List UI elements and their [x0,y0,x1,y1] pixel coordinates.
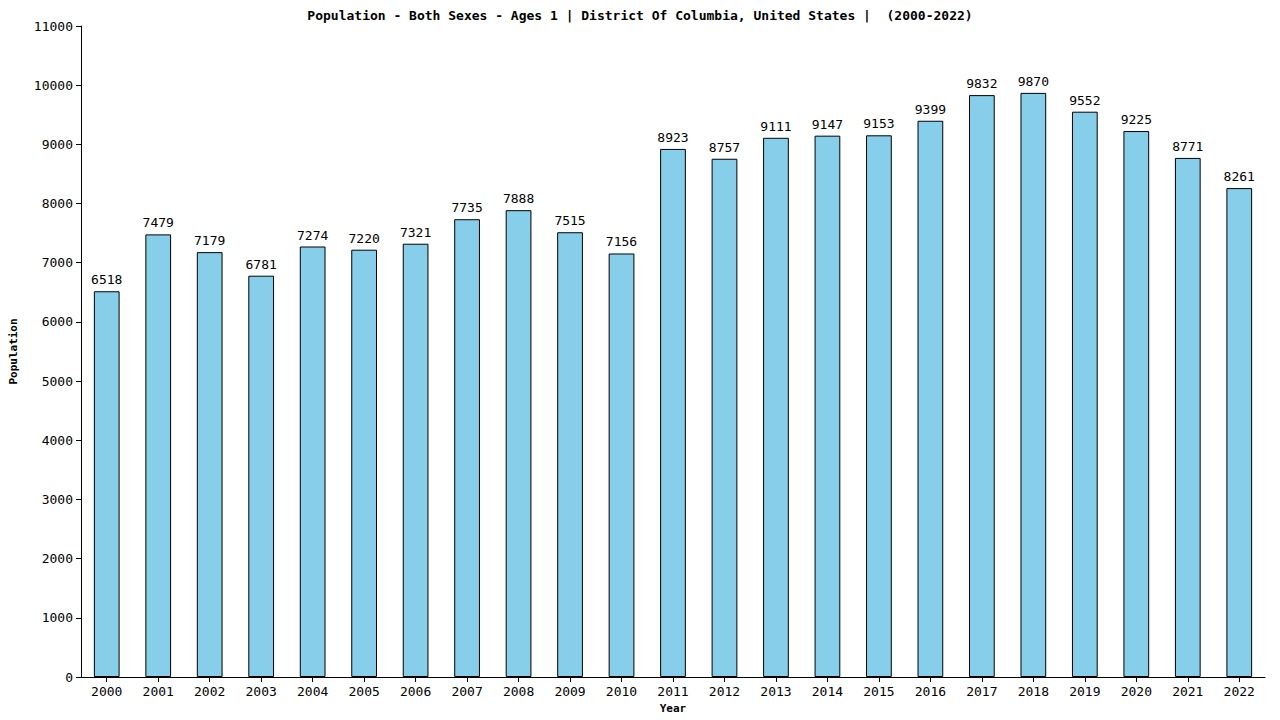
svg-text:8261: 8261 [1224,169,1255,184]
svg-text:2010: 2010 [606,684,637,699]
svg-text:7156: 7156 [606,234,637,249]
svg-text:9000: 9000 [42,137,73,152]
svg-text:7000: 7000 [42,255,73,270]
svg-text:10000: 10000 [34,78,73,93]
svg-text:2022: 2022 [1224,684,1255,699]
svg-text:2008: 2008 [503,684,534,699]
svg-text:9147: 9147 [812,117,843,132]
svg-text:7479: 7479 [143,215,174,230]
svg-text:2001: 2001 [143,684,174,699]
svg-text:2018: 2018 [1018,684,1049,699]
svg-text:2013: 2013 [760,684,791,699]
svg-text:2020: 2020 [1121,684,1152,699]
svg-text:7220: 7220 [348,231,379,246]
svg-text:9870: 9870 [1018,74,1049,89]
svg-text:8923: 8923 [657,130,688,145]
svg-text:2003: 2003 [246,684,277,699]
svg-text:2015: 2015 [863,684,894,699]
svg-text:5000: 5000 [42,374,73,389]
svg-text:2016: 2016 [915,684,946,699]
svg-text:2007: 2007 [451,684,482,699]
svg-text:2004: 2004 [297,684,328,699]
svg-text:6518: 6518 [91,272,122,287]
svg-text:7888: 7888 [503,191,534,206]
svg-text:2012: 2012 [709,684,740,699]
svg-text:6781: 6781 [246,257,277,272]
svg-text:9832: 9832 [966,76,997,91]
svg-text:2000: 2000 [42,551,73,566]
svg-text:2021: 2021 [1172,684,1203,699]
svg-text:2017: 2017 [966,684,997,699]
svg-text:8771: 8771 [1172,139,1203,154]
svg-text:7515: 7515 [554,213,585,228]
svg-text:Population: Population [7,318,20,384]
svg-text:2019: 2019 [1069,684,1100,699]
svg-text:7179: 7179 [194,233,225,248]
svg-text:4000: 4000 [42,433,73,448]
svg-text:Population - Both Sexes - Ages: Population - Both Sexes - Ages 1 | Distr… [307,8,972,23]
svg-text:3000: 3000 [42,492,73,507]
svg-text:2000: 2000 [91,684,122,699]
svg-text:Year: Year [660,702,687,715]
svg-text:7274: 7274 [297,228,328,243]
svg-text:2006: 2006 [400,684,431,699]
svg-text:6000: 6000 [42,314,73,329]
svg-text:2011: 2011 [657,684,688,699]
svg-text:0: 0 [65,670,73,685]
svg-text:2009: 2009 [554,684,585,699]
svg-text:9552: 9552 [1069,93,1100,108]
svg-text:2002: 2002 [194,684,225,699]
svg-text:9111: 9111 [760,119,791,134]
svg-text:1000: 1000 [42,610,73,625]
svg-text:7735: 7735 [451,200,482,215]
svg-text:8000: 8000 [42,196,73,211]
svg-text:9153: 9153 [863,116,894,131]
svg-text:2005: 2005 [348,684,379,699]
svg-text:11000: 11000 [34,19,73,34]
svg-text:8757: 8757 [709,140,740,155]
svg-text:9225: 9225 [1121,112,1152,127]
svg-text:9399: 9399 [915,102,946,117]
svg-text:7321: 7321 [400,225,431,240]
svg-text:2014: 2014 [812,684,843,699]
